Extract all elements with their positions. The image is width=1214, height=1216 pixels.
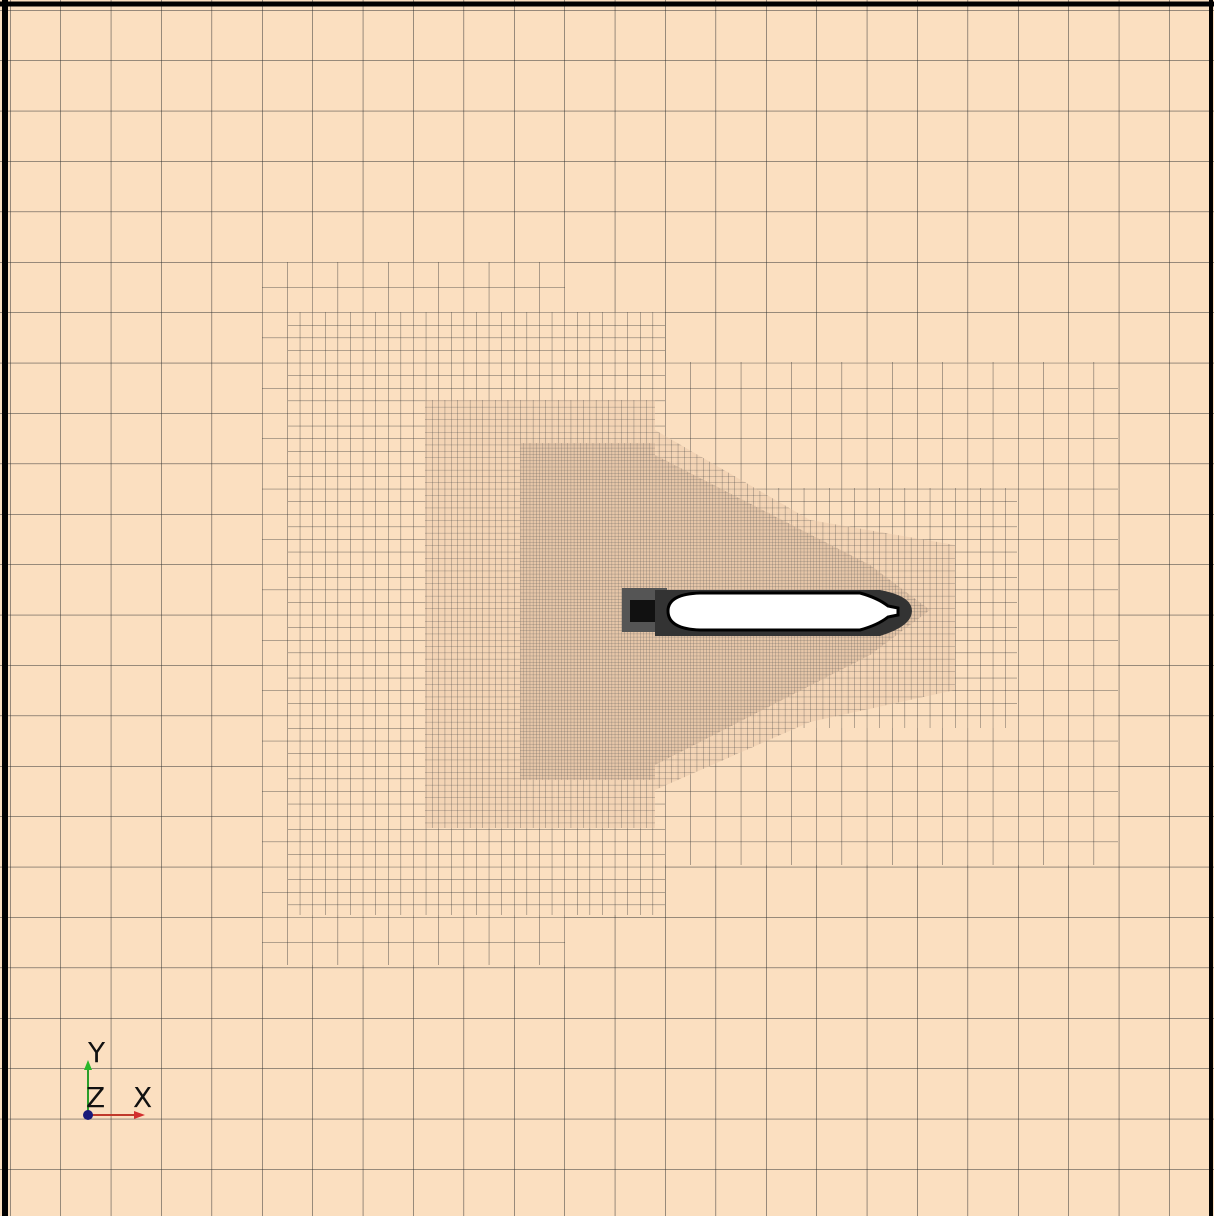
axis-label-y: Y [87,1036,106,1069]
axis-label-x: X [133,1081,152,1114]
ship-hull [666,591,900,632]
axis-label-z: Z [86,1081,105,1114]
axes-triad: Y Z X [83,1036,152,1120]
